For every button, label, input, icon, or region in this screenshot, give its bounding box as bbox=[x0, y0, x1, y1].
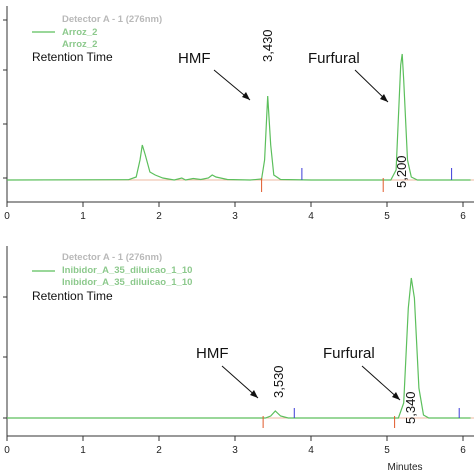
retention-value-hmf: 3,530 bbox=[271, 365, 286, 398]
x-ticks: 0 1 2 3 4 5 6 bbox=[4, 436, 466, 456]
x-tick-label: 3 bbox=[232, 445, 238, 456]
integration-markers bbox=[262, 408, 460, 428]
retention-value-furfural: 5,200 bbox=[394, 155, 409, 188]
chromatogram-top: Detector A - 1 (276nm) Arroz_2 Arroz_2 R… bbox=[3, 6, 474, 222]
x-tick-label: 1 bbox=[80, 211, 86, 222]
arrowhead-furfural bbox=[380, 94, 388, 102]
x-tick-label: 3 bbox=[232, 211, 238, 222]
x-tick-label: 2 bbox=[156, 445, 162, 456]
legend-item: Arroz_2 bbox=[62, 39, 97, 50]
integration-markers bbox=[261, 168, 453, 192]
x-tick-label: 0 bbox=[4, 445, 10, 456]
retention-value-hmf: 3,430 bbox=[260, 29, 275, 62]
x-tick-label: 2 bbox=[156, 211, 162, 222]
legend-item: Inibidor_A_35_diluicao_1_10 bbox=[62, 277, 192, 288]
x-axis-label: Minutes bbox=[387, 462, 422, 473]
legend-item: Inibidor_A_35_diluicao_1_10 bbox=[62, 265, 192, 276]
retention-value-furfural: 5,340 bbox=[403, 391, 418, 424]
x-tick-label: 5 bbox=[384, 211, 390, 222]
arrow-furfural bbox=[361, 365, 401, 401]
legend-header: Detector A - 1 (276nm) bbox=[62, 252, 162, 263]
x-tick-label: 1 bbox=[80, 445, 86, 456]
x-tick-label: 6 bbox=[460, 445, 466, 456]
x-tick-label: 5 bbox=[384, 445, 390, 456]
x-tick-label: 4 bbox=[308, 445, 314, 456]
retention-time-label: Retention Time bbox=[32, 50, 113, 64]
x-tick-label: 6 bbox=[460, 211, 466, 222]
x-tick-label: 4 bbox=[308, 211, 314, 222]
x-tick-label: 0 bbox=[4, 211, 10, 222]
arrowhead-furfural bbox=[392, 392, 400, 400]
series-line bbox=[7, 277, 471, 419]
arrowhead-hmf bbox=[250, 390, 258, 398]
arrowhead-hmf bbox=[242, 92, 250, 100]
peak-label-hmf: HMF bbox=[196, 345, 229, 362]
legend-item: Arroz_2 bbox=[62, 27, 97, 38]
series-line bbox=[6, 53, 471, 181]
chromatogram-bottom: Detector A - 1 (276nm) Inibidor_A_35_dil… bbox=[3, 246, 474, 473]
x-ticks: 0 1 2 3 4 5 6 bbox=[4, 202, 466, 222]
peak-label-hmf: HMF bbox=[178, 50, 211, 67]
legend-header: Detector A - 1 (276nm) bbox=[62, 14, 162, 25]
retention-time-label: Retention Time bbox=[32, 289, 113, 303]
peak-label-furfural: Furfural bbox=[308, 50, 360, 67]
peak-label-furfural: Furfural bbox=[323, 345, 375, 362]
